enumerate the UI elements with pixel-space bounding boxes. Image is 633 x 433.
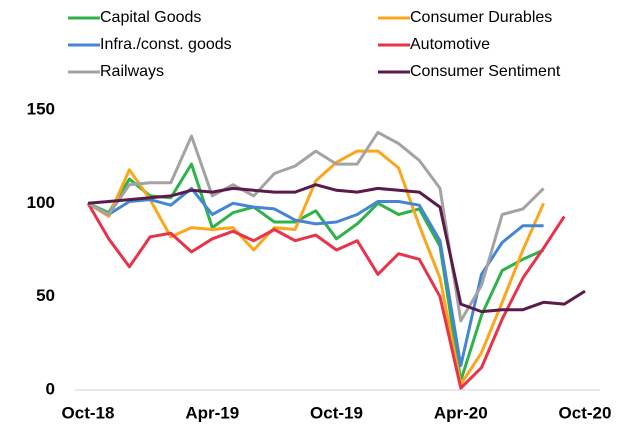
series-line bbox=[86, 202, 566, 390]
legend-label: Automotive bbox=[410, 36, 490, 53]
y-tick-label: 0 bbox=[46, 379, 55, 398]
x-tick-label: Oct-18 bbox=[62, 403, 115, 422]
x-tick-label: Apr-20 bbox=[434, 403, 488, 422]
x-tick-label: Oct-20 bbox=[559, 403, 612, 422]
series-line bbox=[87, 183, 586, 314]
x-tick-label: Apr-19 bbox=[185, 403, 239, 422]
legend-label: Capital Goods bbox=[100, 9, 201, 26]
legend-label: Infra./const. goods bbox=[100, 36, 232, 53]
y-tick-label: 150 bbox=[27, 99, 55, 118]
y-tick-label: 50 bbox=[36, 286, 55, 305]
legend-label: Consumer Sentiment bbox=[410, 63, 561, 80]
series-line bbox=[87, 149, 545, 386]
x-tick-label: Oct-19 bbox=[310, 403, 363, 422]
y-tick-label: 100 bbox=[27, 193, 55, 212]
legend-label: Railways bbox=[100, 63, 164, 80]
series-line bbox=[87, 186, 544, 368]
legend-label: Consumer Durables bbox=[410, 9, 552, 26]
series-line bbox=[87, 130, 545, 323]
